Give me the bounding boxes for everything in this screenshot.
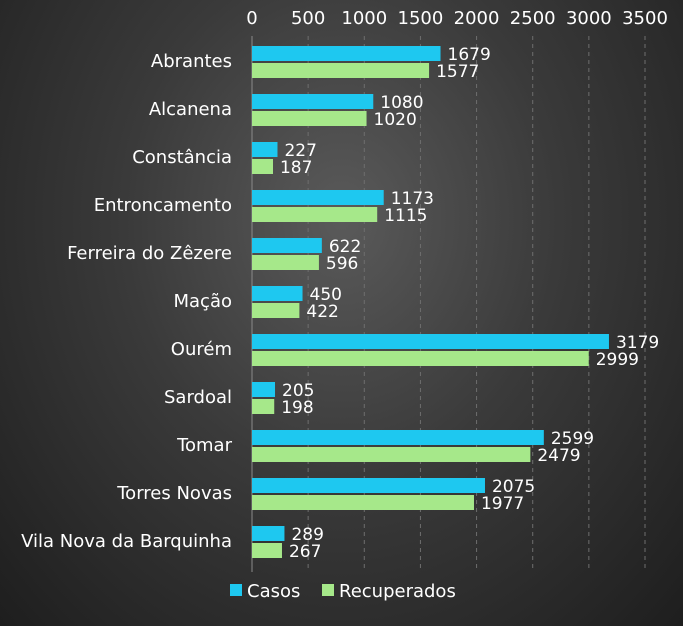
x-tick-label: 1000 <box>341 8 387 29</box>
bar-casos <box>252 46 441 61</box>
value-label: 422 <box>306 302 338 322</box>
value-label: 1173 <box>391 189 434 209</box>
category-label: Ferreira do Zêzere <box>67 243 232 264</box>
labels-layer: 0 500 1000 1500 2000 2500 3000 3500 Abrantes 1679… <box>21 8 668 562</box>
bar-recuperados <box>252 207 378 222</box>
bar-casos <box>252 142 278 157</box>
bar-casos <box>252 286 303 301</box>
value-label: 205 <box>282 381 314 401</box>
legend: Casos Recuperados <box>230 581 456 602</box>
value-label: 2999 <box>596 350 639 370</box>
x-tick-label: 1500 <box>398 8 444 29</box>
category-label: Abrantes <box>151 51 232 72</box>
bar-casos <box>252 334 609 349</box>
value-label: 1977 <box>481 494 524 514</box>
legend-label-casos: Casos <box>247 581 300 602</box>
category-label: Vila Nova da Barquinha <box>21 531 232 552</box>
bar-recuperados <box>252 495 474 510</box>
bars-layer <box>252 46 609 558</box>
value-label: 187 <box>280 158 312 178</box>
value-label: 198 <box>281 398 313 418</box>
x-tick-label: 2000 <box>454 8 500 29</box>
bar-recuperados <box>252 447 531 462</box>
legend-swatch-recuperados <box>322 584 334 596</box>
value-label: 1020 <box>374 110 417 130</box>
value-label: 289 <box>291 525 323 545</box>
bar-recuperados <box>252 351 589 366</box>
value-label: 2599 <box>551 429 594 449</box>
bar-casos <box>252 526 285 541</box>
value-label: 1577 <box>436 62 479 82</box>
bar-recuperados <box>252 543 282 558</box>
bar-casos <box>252 382 276 397</box>
category-label: Alcanena <box>149 99 232 120</box>
value-label: 2479 <box>537 446 580 466</box>
legend-swatch-casos <box>230 584 242 596</box>
value-label: 2075 <box>492 477 535 497</box>
x-tick-label: 500 <box>291 8 325 29</box>
x-tick-label: 3500 <box>622 8 668 29</box>
bar-casos <box>252 94 374 109</box>
x-tick-label: 2500 <box>510 8 556 29</box>
value-label: 596 <box>326 254 358 274</box>
category-label: Entroncamento <box>94 195 232 216</box>
category-label: Torres Novas <box>116 483 232 504</box>
bar-recuperados <box>252 111 367 126</box>
category-label: Mação <box>174 291 233 312</box>
category-label: Constância <box>132 147 232 168</box>
bar-recuperados <box>252 159 273 174</box>
category-label: Ourém <box>171 339 232 360</box>
value-label: 267 <box>289 542 321 562</box>
bar-recuperados <box>252 303 300 318</box>
value-label: 3179 <box>616 333 659 353</box>
x-tick-label: 0 <box>246 8 257 29</box>
value-label: 622 <box>329 237 361 257</box>
category-label: Tomar <box>176 435 233 456</box>
category-label: Sardoal <box>164 387 232 408</box>
x-tick-label: 3000 <box>566 8 612 29</box>
value-label: 1115 <box>384 206 427 226</box>
bar-recuperados <box>252 255 319 270</box>
legend-label-recuperados: Recuperados <box>339 581 456 602</box>
bar-recuperados <box>252 63 430 78</box>
bar-casos <box>252 238 322 253</box>
value-label: 450 <box>310 285 342 305</box>
value-label: 1080 <box>380 93 423 113</box>
bar-casos <box>252 190 384 205</box>
bar-casos <box>252 478 485 493</box>
bar-recuperados <box>252 399 275 414</box>
bar-casos <box>252 430 544 445</box>
value-label: 227 <box>284 141 316 161</box>
value-label: 1679 <box>448 45 491 65</box>
